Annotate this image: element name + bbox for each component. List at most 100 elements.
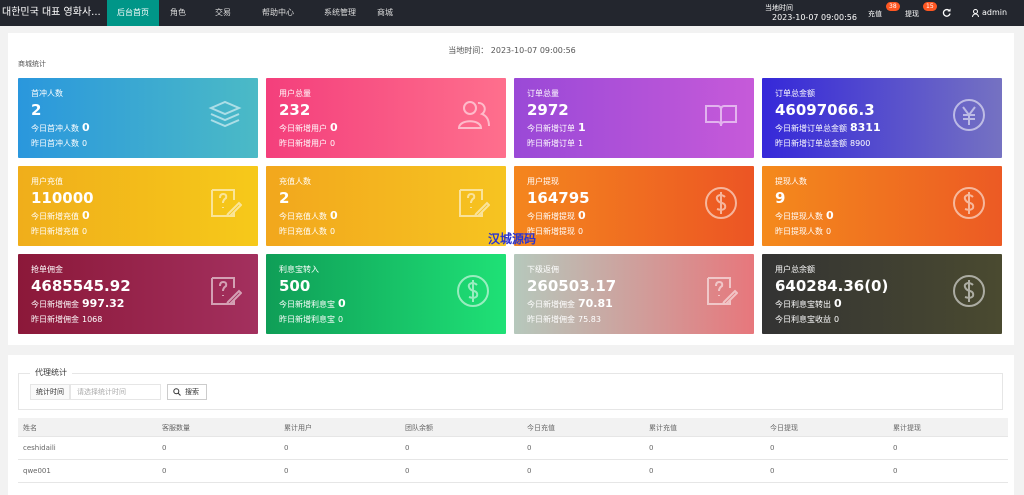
card-value: 500: [279, 277, 311, 295]
table-cell: qwe001: [23, 467, 51, 475]
time: 2023-10-07 09:00:56: [772, 13, 857, 22]
card-title: 订单总金额: [775, 89, 815, 98]
yesterday-value: 0: [826, 227, 832, 236]
table-cell: 0: [527, 467, 532, 475]
today-value: 0: [578, 209, 586, 222]
table-cell: 0: [770, 467, 775, 475]
menu-item[interactable]: 帮助中心: [262, 8, 294, 17]
yesterday-label: 昨日新增用户: [279, 139, 327, 148]
yesterday-line: 昨日新增佣金 1068: [31, 314, 102, 325]
yesterday-label: 昨日充值人数: [279, 227, 327, 236]
yesterday-line: 昨日提现人数 0: [775, 226, 831, 237]
today-line: 今日提现人数 0: [775, 209, 834, 222]
yesterday-line: 昨日新增充值 0: [31, 226, 87, 237]
card-value: 2: [31, 101, 42, 119]
yesterday-value: 0: [338, 315, 344, 324]
yesterday-value: 0: [578, 227, 584, 236]
column-header: 团队余额: [405, 424, 433, 432]
card-value: 2: [279, 189, 290, 207]
card-title: 抢单佣金: [31, 265, 63, 274]
yesterday-value: 75.83: [578, 315, 601, 324]
menu-item[interactable]: 系统管理: [324, 8, 356, 17]
search-button[interactable]: 搜索: [167, 384, 207, 400]
yesterday-value: 0: [330, 139, 336, 148]
today-line: 今日新增订单总金额 8311: [775, 121, 881, 134]
card-icon: [707, 277, 738, 305]
yesterday-label: 昨日新增提现: [527, 227, 575, 236]
column-header: 累计用户: [284, 424, 312, 432]
card-title: 用户充值: [31, 177, 63, 186]
stats-time: 当地时间： 2023-10-07 09:00:56: [0, 45, 1024, 56]
stat-card: 订单总金额 46097066.3 今日新增订单总金额 8311 昨日新增订单总金额 890…: [762, 78, 1002, 158]
today-value: 0: [82, 209, 90, 222]
table-cell: 0: [284, 467, 289, 475]
table-cell: 0: [649, 467, 654, 475]
today-label: 今日新增佣金: [527, 300, 575, 309]
row-divider: [18, 436, 1008, 437]
watermark: 汉城源码: [488, 232, 537, 246]
user[interactable]: admin: [982, 8, 1008, 17]
today-value: 70.81: [578, 297, 613, 310]
table-cell: 0: [162, 444, 167, 452]
card-value: 232: [279, 101, 311, 119]
today-line: 今日新增佣金 997.32: [31, 297, 124, 310]
card-icon: [705, 105, 737, 127]
yesterday-value: 1: [578, 139, 584, 148]
table-cell: 0: [284, 444, 289, 452]
yesterday-label: 昨日新增佣金: [31, 315, 79, 324]
today-label: 今日新增用户: [279, 124, 327, 133]
recharge[interactable]: 充值: [868, 10, 882, 18]
today-value: 0: [82, 121, 90, 134]
refresh-icon[interactable]: [942, 8, 951, 17]
withdraw[interactable]: 提现: [905, 10, 919, 18]
menu-item[interactable]: 后台首页: [107, 0, 159, 26]
today-label: 今日新增提现: [527, 212, 575, 221]
stat-card: 抢单佣金 4685545.92 今日新增佣金 997.32 昨日新增佣金 1068: [18, 254, 258, 334]
card-value: 164795: [527, 189, 590, 207]
today-value: 0: [826, 209, 834, 222]
yesterday-value: 0: [82, 227, 88, 236]
yesterday-line: 昨日首冲人数 0: [31, 138, 87, 149]
table-cell: 0: [405, 467, 410, 475]
card-icon: [208, 100, 242, 128]
yesterday-line: 昨日新增利息宝 0: [279, 314, 343, 325]
stat-card: 充值人数 2 今日充值人数 0 昨日充值人数 0: [266, 166, 506, 246]
today-label: 今日新增佣金: [31, 300, 79, 309]
yesterday-label: 昨日新增订单总金额: [775, 139, 847, 148]
card-icon: [953, 99, 985, 131]
today-value: 0: [330, 121, 338, 134]
card-icon: [953, 275, 985, 307]
today-line: 今日充值人数 0: [279, 209, 338, 222]
stat-card: 用户充值 110000 今日新增充值 0 昨日新增充值 0: [18, 166, 258, 246]
today-line: 今日新增提现 0: [527, 209, 586, 222]
card-value: 640284.36(0): [775, 277, 889, 295]
menu-item[interactable]: 商城: [377, 8, 393, 17]
today-line: 今日首冲人数 0: [31, 121, 90, 134]
today-label: 今日新增充值: [31, 212, 79, 221]
column-header: 今日充值: [527, 424, 555, 432]
today-value: 8311: [850, 121, 881, 134]
yesterday-line: 昨日新增提现 0: [527, 226, 583, 237]
filter-box: [18, 373, 1003, 410]
today-line: 今日新增充值 0: [31, 209, 90, 222]
row-divider: [18, 482, 1008, 483]
yesterday-label: 昨日新增订单: [527, 139, 575, 148]
menu-item[interactable]: 交易: [215, 8, 231, 17]
card-title: 下级返佣: [527, 265, 559, 274]
menu-item[interactable]: 角色: [170, 8, 186, 17]
date-input[interactable]: 请选择统计时间: [70, 384, 161, 400]
yesterday-value: 0: [330, 227, 336, 236]
card-icon: [211, 189, 242, 217]
card-value: 9: [775, 189, 786, 207]
section-title: 商城统计: [18, 60, 46, 68]
stat-card: 用户总余额 640284.36(0) 今日利息宝转出 0 今日利息宝收益 0: [762, 254, 1002, 334]
card-value: 46097066.3: [775, 101, 875, 119]
table-cell: 0: [527, 444, 532, 452]
stat-card: 利息宝转入 500 今日新增利息宝 0 昨日新增利息宝 0: [266, 254, 506, 334]
card-icon: [457, 275, 489, 307]
yesterday-label: 昨日首冲人数: [31, 139, 79, 148]
card-title: 首冲人数: [31, 89, 63, 98]
card-icon: [953, 187, 985, 219]
column-header: 累计提现: [893, 424, 921, 432]
yesterday-value: 1068: [82, 315, 103, 324]
